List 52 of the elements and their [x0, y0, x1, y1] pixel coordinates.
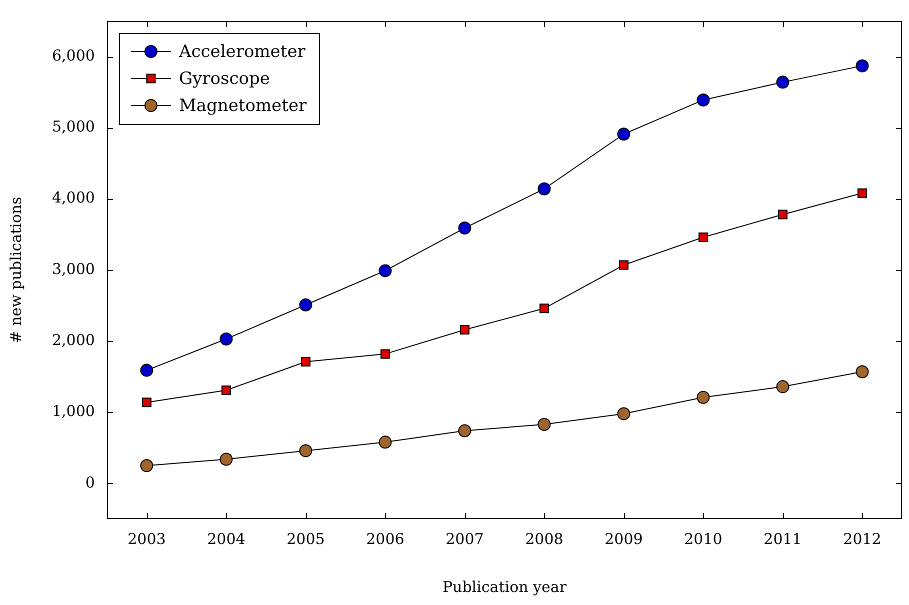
point	[856, 59, 869, 72]
x-tick-label: 2012	[843, 530, 882, 548]
x-tick-label: 2005	[286, 530, 325, 548]
point	[221, 385, 231, 395]
point	[458, 424, 472, 438]
point	[696, 93, 710, 106]
y-axis-title: # new publications	[6, 196, 25, 344]
x-tick-label: 2011	[764, 530, 802, 548]
point	[460, 325, 470, 335]
point	[140, 459, 154, 472]
point	[220, 452, 233, 466]
y-tick-label: 3,000	[52, 260, 95, 278]
y-tick-label: 4,000	[52, 188, 95, 207]
point	[539, 304, 549, 314]
point	[538, 418, 551, 431]
point	[696, 390, 710, 404]
point	[142, 398, 152, 408]
legend-label: Accelerometer	[178, 42, 306, 62]
x-tick-label: 2003	[128, 530, 166, 548]
y-tick-label: 5,000	[52, 118, 95, 136]
point	[856, 365, 869, 378]
y-tick-label: 0	[85, 473, 95, 492]
x-tick-label: 2008	[525, 530, 564, 548]
point	[299, 298, 312, 312]
x-tick-label: 2006	[366, 530, 404, 548]
x-tick-label: 2007	[446, 530, 484, 548]
point	[220, 332, 233, 346]
x-axis-title: Publication year	[442, 578, 568, 596]
point	[380, 349, 390, 359]
point	[858, 188, 867, 198]
x-tick-label: 2010	[684, 530, 722, 548]
y-tick-label: 1,000	[52, 402, 95, 420]
x-tick-label: 2009	[604, 530, 643, 548]
point	[299, 444, 312, 458]
point	[776, 76, 790, 89]
point	[778, 210, 788, 220]
point	[140, 364, 154, 377]
point	[617, 407, 630, 420]
point	[300, 357, 310, 367]
y-tick-label: 2,000	[52, 331, 95, 350]
x-tick-label: 2004	[207, 530, 246, 548]
point	[698, 232, 708, 242]
point	[776, 380, 790, 394]
legend-label: Gyroscope	[178, 68, 270, 89]
point	[458, 222, 472, 235]
point	[618, 260, 628, 270]
y-tick-label: 6,000	[52, 46, 95, 64]
point	[617, 128, 630, 141]
point	[538, 182, 551, 196]
point	[378, 436, 392, 449]
point	[378, 264, 392, 278]
legend-label: Magnetometer	[178, 96, 308, 116]
